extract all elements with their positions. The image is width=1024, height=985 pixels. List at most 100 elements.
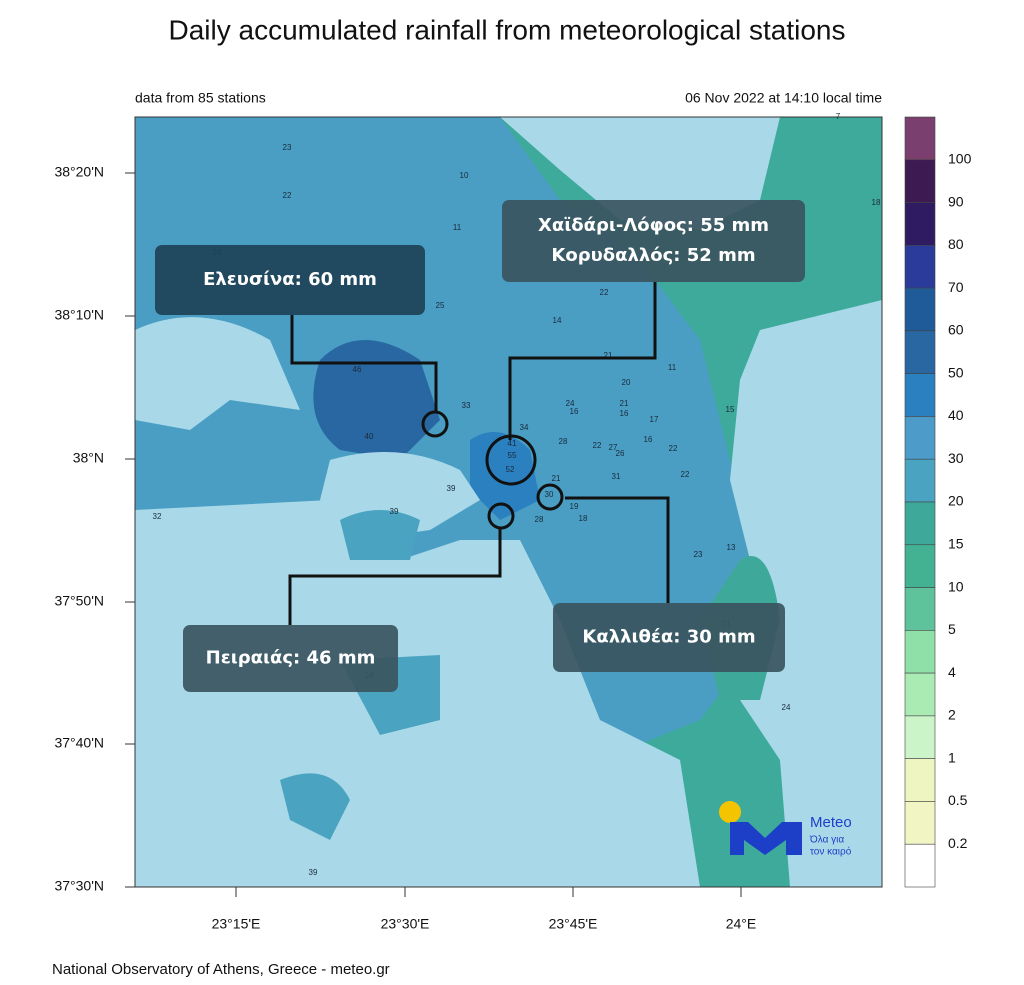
- colorbar-label: 60: [948, 322, 964, 338]
- station-value: 19: [570, 502, 579, 511]
- callouts: Ελευσίνα: 60 mm Χαϊδάρι-Λόφος: 55 mm Κορυδ…: [155, 200, 805, 692]
- colorbar-box: [904, 758, 936, 802]
- colorbar-box: [904, 202, 936, 246]
- colorbar-box: [904, 159, 936, 203]
- logo-mark: [730, 822, 802, 855]
- lat-label: 37°40'N: [54, 735, 104, 751]
- colorbar-box: [904, 416, 936, 460]
- colorbar-label: 0.2: [948, 835, 968, 851]
- station-value: 39: [447, 484, 456, 493]
- colorbar-box: [904, 287, 936, 332]
- station-value: 18: [579, 514, 588, 523]
- station-value: 21: [552, 474, 561, 483]
- station-value: 39: [309, 868, 318, 877]
- station-value: 7: [836, 112, 841, 121]
- station-value: 21: [620, 399, 629, 408]
- colorbar-label: 100: [948, 150, 972, 166]
- station-value: 34: [520, 423, 529, 432]
- colorbar-label: 70: [948, 279, 964, 295]
- station-value: 28: [535, 515, 544, 524]
- callout-text: Ελευσίνα: 60 mm: [203, 269, 377, 290]
- colorbar-label: 5: [948, 621, 956, 637]
- station-value: 22: [283, 191, 292, 200]
- station-value: 28: [559, 437, 568, 446]
- colorbar-box: [904, 715, 936, 759]
- colorbar-box: [904, 458, 936, 503]
- station-circle: [485, 434, 537, 486]
- station-value: 39: [390, 507, 399, 516]
- colorbar-box: [904, 843, 936, 888]
- station-value: 11: [453, 223, 462, 232]
- colorbar-label: 50: [948, 364, 964, 380]
- leaders: [288, 282, 670, 625]
- colorbar-label: 4: [948, 664, 956, 680]
- station-value: 41: [508, 439, 517, 448]
- station-value: 16: [644, 435, 653, 444]
- station-value: 22: [669, 444, 678, 453]
- colorbar-label: 15: [948, 535, 964, 551]
- lat-label: 37°30'N: [54, 878, 104, 894]
- station-circle: [421, 410, 449, 438]
- station-value: 31: [612, 472, 621, 481]
- lat-label: 38°20'N: [54, 164, 104, 180]
- station-value: 18: [872, 198, 881, 207]
- colorbar-label: 20: [948, 493, 964, 509]
- station-value: 21: [604, 351, 613, 360]
- station-value: 25: [436, 301, 445, 310]
- colorbar-label: 90: [948, 193, 964, 209]
- station-circle: [536, 483, 564, 511]
- station-value: 24: [782, 703, 791, 712]
- callout-box: [553, 603, 785, 672]
- station-value: 32: [153, 512, 162, 521]
- leader: [565, 496, 670, 603]
- callout-box: [502, 200, 805, 282]
- station-value: 30: [545, 490, 554, 499]
- callout-box: [183, 625, 398, 692]
- callout-box: [155, 245, 425, 315]
- colorbar-box: [904, 630, 936, 674]
- station-value: 16: [570, 407, 579, 416]
- lat-label: 37°50'N: [54, 593, 104, 609]
- logo-tagline: Όλα για: [809, 835, 844, 846]
- station-circle: [487, 502, 515, 530]
- station-value: 13: [727, 543, 736, 552]
- station-value: 16: [620, 409, 629, 418]
- sea-west: [135, 317, 300, 430]
- colorbar-box: [904, 373, 936, 417]
- station-value: 15: [726, 405, 735, 414]
- leader: [290, 315, 438, 412]
- title: Daily accumulated rainfall from meteorol…: [169, 14, 846, 45]
- station-value: 27: [609, 443, 618, 452]
- colorbar-label: 80: [948, 236, 964, 252]
- zone-dark: [313, 340, 440, 460]
- station-value: 10: [460, 171, 469, 180]
- callout-text: Πειραιάς: 46 mm: [206, 648, 376, 669]
- footer: National Observatory of Athens, Greece -…: [52, 961, 390, 978]
- colorbar: 100 90 80 70 60 50 40 30 20 15 10 5 4 2 1 0.5 0.2: [904, 116, 972, 888]
- leader: [288, 528, 502, 625]
- station-value: 22: [593, 441, 602, 450]
- callout-text: Κορυδαλλός: 52 mm: [551, 245, 755, 266]
- colorbar-box: [904, 501, 936, 546]
- callout-text: Χαϊδάρι-Λόφος: 55 mm: [538, 215, 769, 236]
- station-value: 55: [508, 451, 517, 460]
- map-frame: [134, 116, 883, 888]
- station-value: 22: [681, 470, 690, 479]
- colorbar-label: 40: [948, 407, 964, 423]
- callout-text: Καλλιθέα: 30 mm: [582, 627, 755, 648]
- logo: Meteo Όλα για τον καιρό: [719, 801, 852, 858]
- colorbar-label: 1: [948, 749, 956, 765]
- sea-east: [730, 300, 882, 887]
- colorbar-box: [904, 544, 936, 588]
- stations: 2322101118282522142111463334404155522416…: [153, 112, 881, 877]
- station-value: 52: [506, 465, 515, 474]
- salamis: [340, 510, 420, 560]
- colorbar-box: [904, 587, 936, 631]
- station-value: 20: [622, 378, 631, 387]
- colorbar-box: [904, 672, 936, 717]
- logo-tagline: τον καιρό: [810, 846, 852, 858]
- station-value: 40: [365, 432, 374, 441]
- station-value: 46: [353, 365, 362, 374]
- colorbar-box: [904, 116, 936, 161]
